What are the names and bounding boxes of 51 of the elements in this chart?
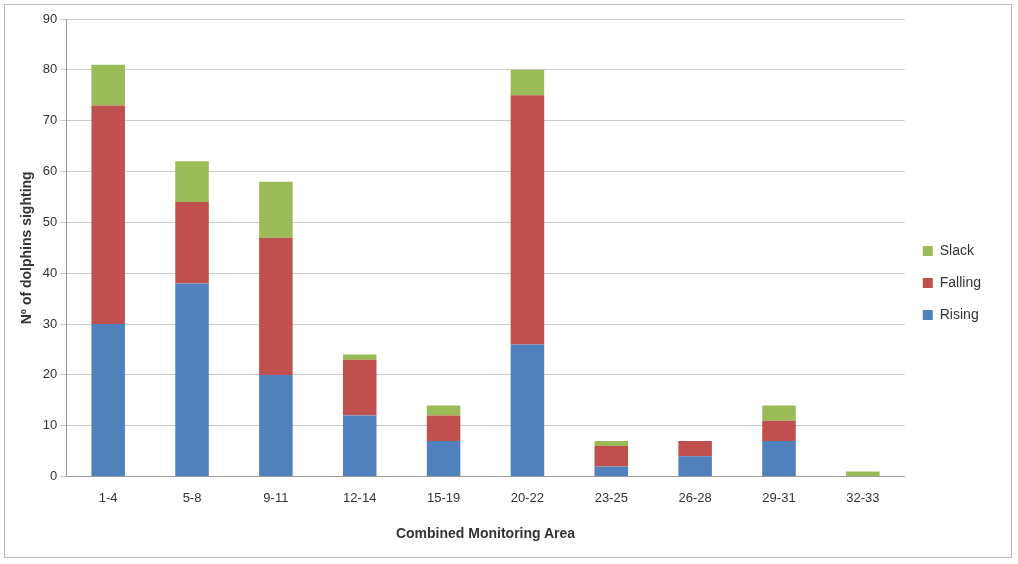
bar: [259, 237, 293, 375]
y-tick-label: 30: [42, 315, 58, 331]
bar: [762, 420, 796, 442]
bar: [175, 202, 209, 284]
bar: [342, 415, 377, 477]
bar: [259, 181, 293, 238]
y-axis-title: Nº of dolphins sighting: [18, 171, 35, 325]
bar: [510, 344, 545, 477]
x-tick-label: 20-22: [510, 489, 545, 505]
bar: [762, 441, 796, 477]
x-tick-label: 32-33: [846, 489, 880, 505]
y-tick-label: 0: [50, 468, 58, 484]
x-tick-label: 12-14: [343, 489, 377, 505]
x-tick-label: 9-11: [263, 489, 289, 505]
legend-label: Slack: [939, 241, 975, 258]
bar: [510, 69, 545, 96]
bar: [259, 374, 293, 477]
bar: [594, 441, 629, 447]
y-tick-label: 90: [42, 10, 58, 26]
y-tick-label: 70: [42, 112, 58, 128]
x-tick-label: 5-8: [182, 489, 202, 505]
y-tick-label: 10: [42, 417, 58, 433]
bar: [426, 405, 461, 416]
bar: [510, 95, 545, 345]
bar: [678, 456, 712, 477]
bar: [426, 415, 461, 442]
bar: [91, 64, 125, 106]
bar: [594, 466, 629, 477]
x-tick-label: 26-28: [678, 489, 712, 505]
y-tick-label: 40: [42, 264, 58, 280]
x-axis-title: Combined Monitoring Area: [395, 525, 576, 542]
bar: [91, 324, 125, 477]
bar: [175, 283, 209, 477]
y-tick-label: 60: [42, 163, 58, 179]
y-tick-label: 20: [42, 366, 58, 382]
x-tick-label: 1-4: [98, 489, 118, 505]
y-tick-label: 50: [42, 213, 58, 229]
bar: [762, 405, 796, 421]
y-tick-label: 80: [42, 61, 58, 77]
legend-label: Falling: [939, 273, 982, 290]
x-tick-label: 29-31: [762, 489, 796, 505]
bar: [678, 441, 712, 457]
x-tick-label: 15-19: [426, 489, 461, 505]
bar: [91, 105, 125, 325]
legend-label: Rising: [939, 305, 979, 322]
bar: [342, 354, 377, 360]
bar: [175, 161, 209, 203]
bar: [342, 359, 377, 416]
bar: [594, 446, 629, 467]
x-tick-label: 23-25: [594, 489, 628, 505]
bar: [426, 441, 461, 477]
